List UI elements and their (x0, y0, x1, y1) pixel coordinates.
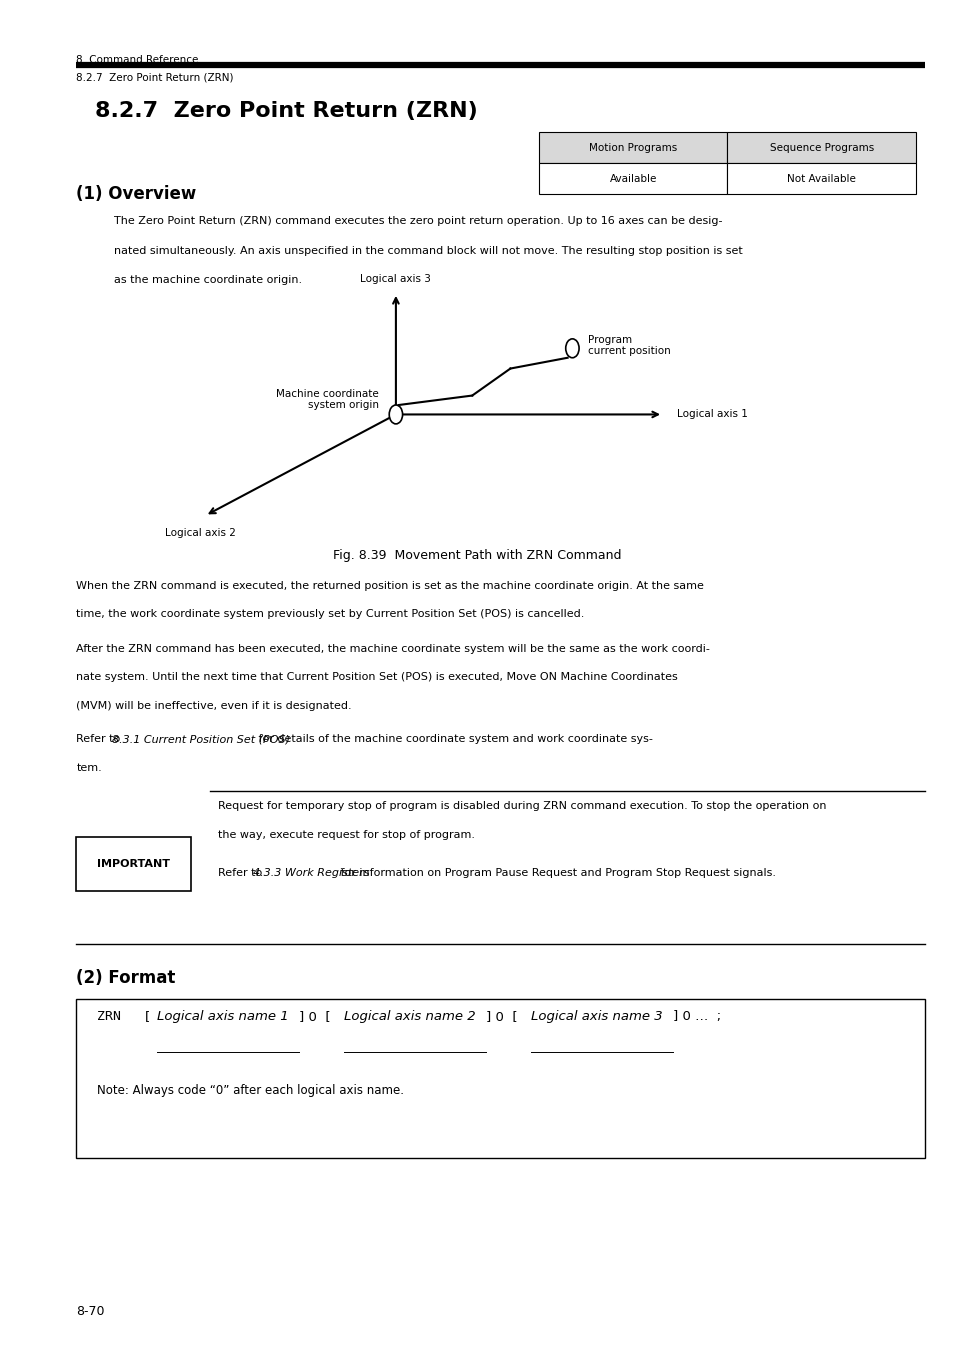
Text: ZRN: ZRN (97, 1010, 121, 1023)
Text: Refer to: Refer to (217, 868, 265, 878)
Text: 8.2.7  Zero Point Return (ZRN): 8.2.7 Zero Point Return (ZRN) (95, 101, 477, 122)
Text: ] 0 …  ;: ] 0 … ; (672, 1010, 720, 1023)
Text: Motion Programs: Motion Programs (588, 143, 677, 153)
Text: The Zero Point Return (ZRN) command executes the zero point return operation. Up: The Zero Point Return (ZRN) command exec… (114, 216, 722, 225)
Text: tem.: tem. (76, 763, 102, 772)
Text: Logical axis name 3: Logical axis name 3 (531, 1010, 662, 1023)
Circle shape (389, 405, 402, 424)
Text: Logical axis 2: Logical axis 2 (165, 528, 235, 537)
Text: 8  Command Reference: 8 Command Reference (76, 55, 198, 65)
Text: Refer to: Refer to (76, 734, 124, 744)
Text: 4.3.3 Work Registers: 4.3.3 Work Registers (253, 868, 369, 878)
Text: Machine coordinate
system origin: Machine coordinate system origin (275, 389, 378, 410)
Bar (538, 132, 726, 163)
Text: 8-70: 8-70 (76, 1304, 105, 1318)
Text: Sequence Programs: Sequence Programs (769, 143, 873, 153)
Text: Program
current position: Program current position (587, 335, 670, 356)
Circle shape (565, 339, 578, 358)
Text: Not Available: Not Available (786, 174, 855, 184)
Bar (76, 837, 191, 891)
Text: time, the work coordinate system previously set by Current Position Set (POS) is: time, the work coordinate system previou… (76, 609, 584, 618)
Text: the way, execute request for stop of program.: the way, execute request for stop of pro… (217, 830, 474, 840)
Text: (2) Format: (2) Format (76, 969, 175, 987)
Text: ] 0  [: ] 0 [ (485, 1010, 517, 1023)
Text: Logical axis 1: Logical axis 1 (677, 409, 747, 420)
Text: Logical axis name 2: Logical axis name 2 (344, 1010, 476, 1023)
Text: nate system. Until the next time that Current Position Set (POS) is executed, Mo: nate system. Until the next time that Cu… (76, 672, 678, 682)
Text: nated simultaneously. An axis unspecified in the command block will not move. Th: nated simultaneously. An axis unspecifie… (114, 246, 742, 255)
Text: IMPORTANT: IMPORTANT (97, 859, 170, 869)
Text: Note: Always code “0” after each logical axis name.: Note: Always code “0” after each logical… (97, 1084, 404, 1098)
Text: (MVM) will be ineffective, even if it is designated.: (MVM) will be ineffective, even if it is… (76, 701, 352, 710)
Text: Request for temporary stop of program is disabled during ZRN command execution. : Request for temporary stop of program is… (217, 801, 825, 810)
Text: ] 0  [: ] 0 [ (298, 1010, 330, 1023)
Text: for information on Program Pause Request and Program Stop Request signals.: for information on Program Pause Request… (336, 868, 775, 878)
Bar (726, 163, 915, 194)
Text: When the ZRN command is executed, the returned position is set as the machine co: When the ZRN command is executed, the re… (76, 580, 703, 590)
Text: 8.3.1 Current Position Set (POS): 8.3.1 Current Position Set (POS) (112, 734, 290, 744)
Bar (726, 132, 915, 163)
Text: After the ZRN command has been executed, the machine coordinate system will be t: After the ZRN command has been executed,… (76, 644, 709, 653)
Text: (1) Overview: (1) Overview (76, 185, 196, 202)
Text: 8.2.7  Zero Point Return (ZRN): 8.2.7 Zero Point Return (ZRN) (76, 73, 233, 82)
Text: Fig. 8.39  Movement Path with ZRN Command: Fig. 8.39 Movement Path with ZRN Command (333, 549, 620, 563)
Text: for details of the machine coordinate system and work coordinate sys-: for details of the machine coordinate sy… (254, 734, 652, 744)
Text: as the machine coordinate origin.: as the machine coordinate origin. (114, 275, 302, 285)
Bar (538, 163, 726, 194)
Text: Available: Available (609, 174, 657, 184)
Text: Logical axis 3: Logical axis 3 (360, 274, 431, 284)
Text: [: [ (145, 1010, 151, 1023)
Bar (76, 999, 924, 1158)
Text: Logical axis name 1: Logical axis name 1 (157, 1010, 289, 1023)
